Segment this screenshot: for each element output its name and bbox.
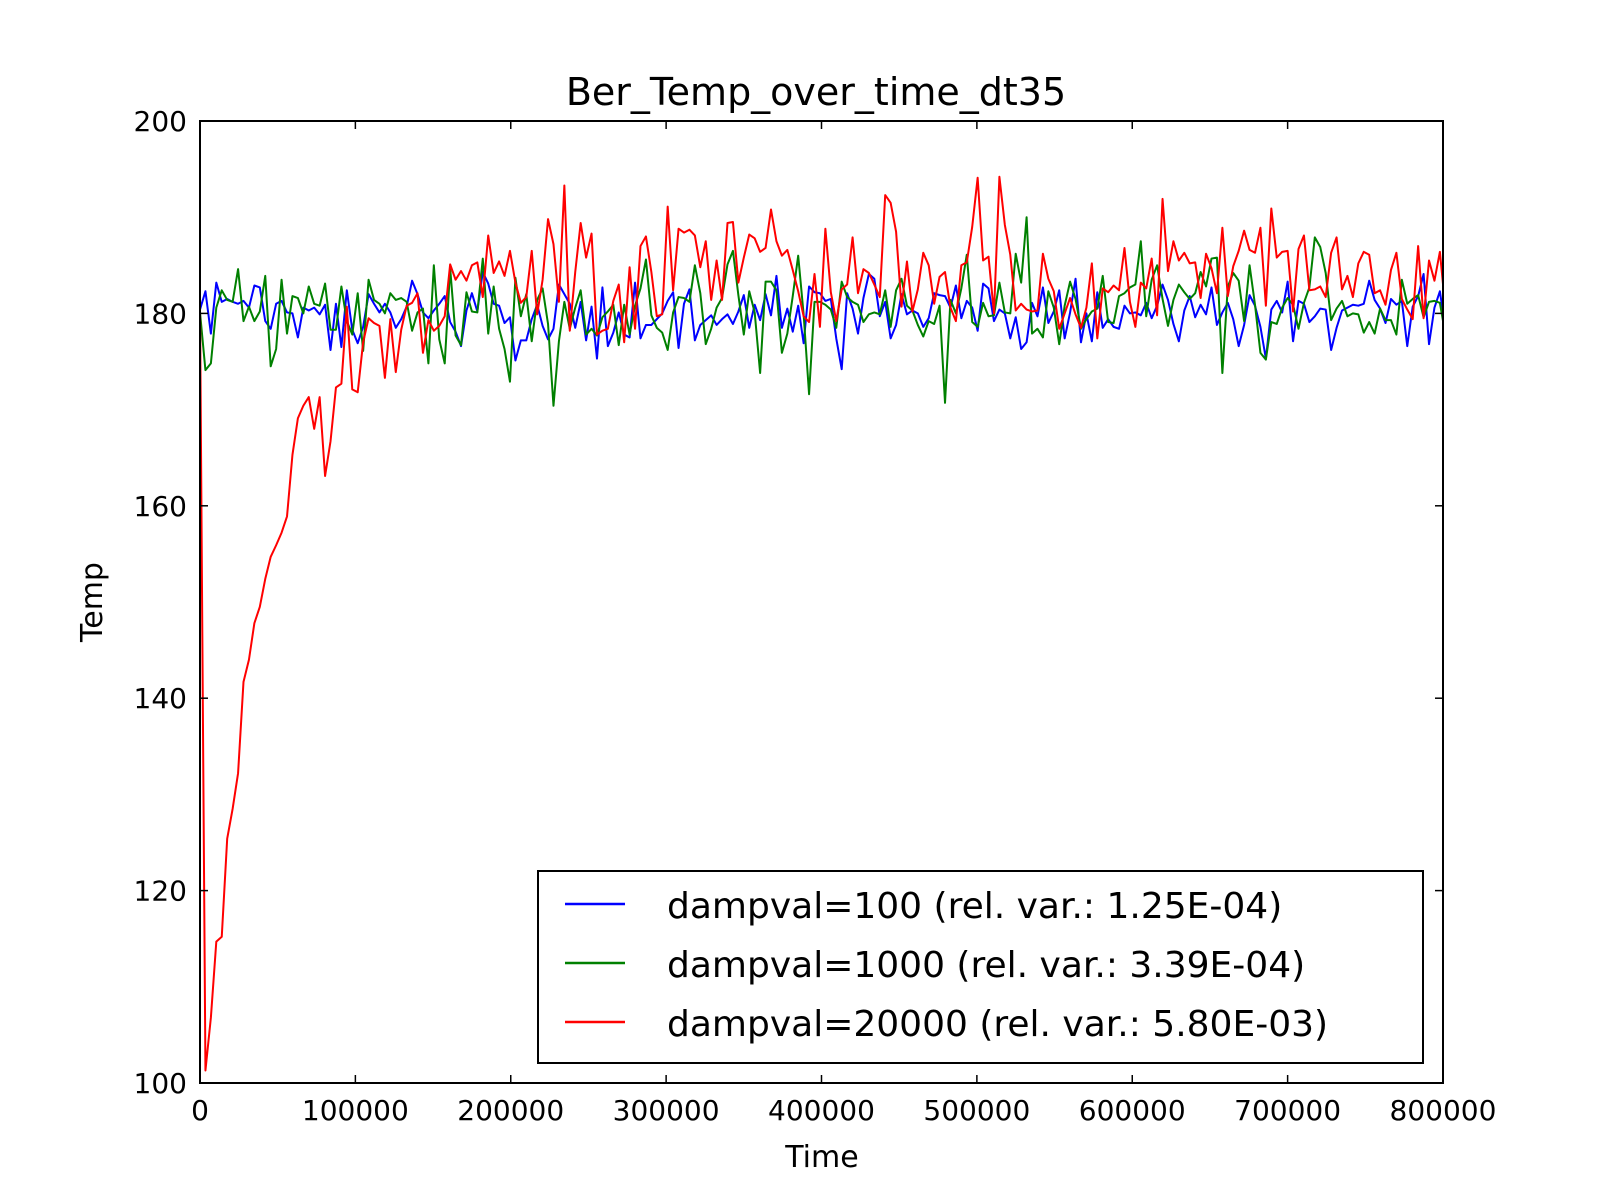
- series-line-3: [200, 175, 1443, 1072]
- x-axis: 0 100000 200000 300000 400000 500000 600000 700…: [191, 121, 1496, 1127]
- x-tick-label: 500000: [923, 1094, 1030, 1127]
- x-tick-label: 800000: [1390, 1094, 1497, 1127]
- x-tick-label: 0: [191, 1094, 209, 1127]
- legend-box: [537, 870, 1424, 1064]
- x-tick-label: 300000: [613, 1094, 720, 1127]
- y-tick-label: 200: [134, 105, 187, 138]
- y-axis: 100 120 140 160 180 200: [134, 105, 1443, 1100]
- legend: dampval=100 (rel. var.: 1.25E-04) dampva…: [537, 870, 1424, 1064]
- chart-title: Ber_Temp_over_time_dt35: [566, 70, 1066, 114]
- y-tick-label: 120: [134, 875, 187, 908]
- legend-label-series-1: dampval=100 (rel. var.: 1.25E-04): [667, 886, 1282, 927]
- x-axis-label: Time: [784, 1140, 858, 1175]
- y-tick-label: 160: [134, 490, 187, 523]
- y-tick-label: 140: [134, 682, 187, 715]
- y-tick-label: 100: [134, 1067, 187, 1100]
- series-line-2: [200, 216, 1443, 407]
- legend-label-series-2: dampval=1000 (rel. var.: 3.39E-04): [667, 945, 1305, 986]
- x-tick-label: 100000: [302, 1094, 409, 1127]
- x-tick-label: 200000: [457, 1094, 564, 1127]
- y-tick-label: 180: [134, 297, 187, 330]
- series-layer: [200, 175, 1443, 1072]
- x-tick-label: 700000: [1234, 1094, 1341, 1127]
- legend-label-series-3: dampval=20000 (rel. var.: 5.80E-03): [667, 1004, 1328, 1045]
- y-axis-label: Temp: [75, 562, 110, 643]
- x-tick-label: 600000: [1079, 1094, 1186, 1127]
- x-tick-label: 400000: [768, 1094, 875, 1127]
